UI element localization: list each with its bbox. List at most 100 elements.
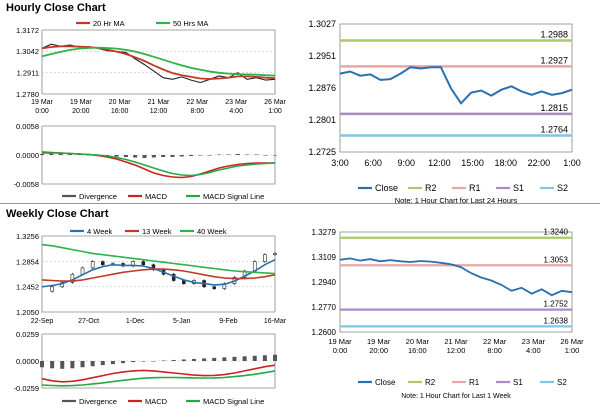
- x-tick-label: 27-Oct: [78, 318, 99, 325]
- x-tick-label: 16-Mar: [264, 318, 287, 325]
- y-tick-label: 1.2050: [16, 308, 39, 317]
- y-tick-label: 1.2854: [16, 257, 39, 266]
- ma-13week-line: [41, 268, 276, 282]
- level-value-r1: 1.2927: [540, 55, 568, 65]
- divergence-bar: [110, 361, 115, 365]
- price-candle-body: [80, 267, 85, 275]
- y-tick-label: 1.2780: [16, 90, 39, 99]
- divergence-bar: [70, 361, 75, 369]
- x-tick-label: 0:00: [333, 346, 348, 355]
- legend-label: MACD Signal Line: [203, 192, 264, 201]
- x-tick-label: 20:00: [72, 108, 90, 115]
- legend-label: R1: [469, 378, 480, 387]
- divergence-bar: [232, 356, 237, 361]
- y-tick-label: 1.3256: [16, 232, 39, 241]
- legend-label: 40 Week: [197, 227, 227, 236]
- divergence-bar: [191, 358, 196, 361]
- x-tick-label: 0:00: [35, 108, 49, 115]
- plot-frame: [339, 23, 573, 153]
- x-tick-label: 9-Feb: [219, 318, 237, 325]
- divergence-bar: [40, 361, 44, 368]
- x-tick-label: 1-Dec: [126, 318, 145, 325]
- divergence-bar: [161, 155, 166, 157]
- y-tick-label: 0.0000: [16, 357, 39, 366]
- divergence-bar: [273, 354, 277, 361]
- hourly-price-chart: 20 Hr MA 50 Hrs MA 1.3172 1.3042 1.2911 1.278…: [16, 19, 287, 115]
- x-tick-label: 16:00: [111, 108, 129, 115]
- x-tick-label: 4:00: [526, 346, 541, 355]
- legend-label: Divergence: [79, 397, 117, 406]
- divergence-bar: [262, 355, 267, 361]
- divergence-bar: [242, 356, 247, 361]
- divergence-bar: [202, 358, 207, 361]
- section-divider: [0, 203, 600, 204]
- legend-label: S1: [513, 183, 524, 193]
- legend-label: 20 Hr MA: [93, 19, 125, 28]
- price-candle-body: [273, 253, 277, 255]
- divergence-bar: [273, 155, 277, 156]
- level-value-s1: 1.2815: [540, 103, 568, 113]
- plot-frame: [41, 29, 276, 95]
- divergence-bar: [245, 154, 250, 155]
- divergence-bar: [263, 155, 268, 156]
- divergence-bar: [181, 359, 186, 361]
- divergence-bar: [226, 154, 231, 155]
- divergence-bar: [252, 355, 257, 361]
- y-tick-label: 0.0000: [16, 151, 39, 160]
- macd-signal-line: [42, 152, 276, 177]
- weekly-section-title: Weekly Close Chart: [6, 208, 109, 220]
- level-value-r2: 1.2988: [540, 30, 568, 40]
- divergence-bar: [67, 154, 72, 155]
- legend-label: MACD Signal Line: [203, 397, 264, 406]
- divergence-bar: [235, 154, 240, 155]
- level-value-r1: 1.3053: [544, 255, 569, 264]
- divergence-bar: [171, 359, 176, 361]
- y-tick-label: 1.2876: [308, 83, 336, 93]
- x-tick-label: 20 Mar: [109, 99, 131, 106]
- weekly-macd-chart: 0.0259 0.0000 -0.0259 Divergence MACD MACD Si…: [14, 330, 277, 406]
- x-tick-label: 3:00: [331, 158, 349, 168]
- x-tick-label: 20 Mar: [406, 337, 430, 346]
- x-tick-label: 15:00: [461, 158, 484, 168]
- legend-label: MACD: [145, 192, 168, 201]
- plot-frame: [41, 235, 276, 313]
- divergence-bar: [222, 357, 227, 361]
- price-candle-body: [212, 286, 217, 289]
- divergence-bar: [50, 361, 55, 369]
- ma-20hr-line: [41, 45, 276, 80]
- x-tick-label: 19 Mar: [31, 99, 53, 106]
- x-tick-label: 12:00: [150, 108, 168, 115]
- divergence-bar: [49, 153, 54, 155]
- x-tick-label: 8:00: [487, 346, 502, 355]
- divergence-bar: [80, 361, 85, 368]
- divergence-bar: [161, 360, 166, 361]
- hourly-macd-chart: 0.0058 0.0000 -0.0058 Divergence MACD MACD Si…: [14, 122, 277, 201]
- y-tick-label: 1.2725: [308, 147, 336, 157]
- y-tick-label: 0.0259: [16, 330, 39, 339]
- ma-40week-line: [41, 243, 276, 275]
- x-tick-label: 23 Mar: [225, 99, 247, 106]
- x-tick-label: 23 Mar: [522, 337, 546, 346]
- divergence-bar: [131, 361, 136, 363]
- y-tick-label: 1.2770: [312, 303, 337, 312]
- divergence-bar: [60, 361, 65, 369]
- divergence-bar: [114, 155, 119, 157]
- x-tick-label: 6:00: [364, 158, 382, 168]
- close-line: [339, 257, 573, 297]
- legend-label: Divergence: [79, 192, 117, 201]
- x-tick-label: 21 Mar: [148, 99, 170, 106]
- legend-label: 13 Week: [142, 227, 172, 236]
- x-tick-label: 22:00: [528, 158, 551, 168]
- x-tick-label: 12:00: [447, 346, 466, 355]
- divergence-bar: [40, 154, 44, 155]
- divergence-bar: [142, 155, 147, 158]
- price-candle-body: [50, 286, 54, 292]
- divergence-bar: [198, 155, 203, 156]
- divergence-bar: [133, 155, 138, 158]
- close-line: [339, 66, 573, 105]
- price-candle-body: [141, 261, 146, 266]
- y-tick-label: 1.2801: [308, 115, 336, 125]
- weekly-levels-chart: 1.3279 1.3109 1.2940 1.2770 1.2600 1.3240 1.30…: [312, 228, 585, 400]
- x-tick-label: 4:00: [229, 108, 243, 115]
- divergence-bar: [207, 155, 212, 156]
